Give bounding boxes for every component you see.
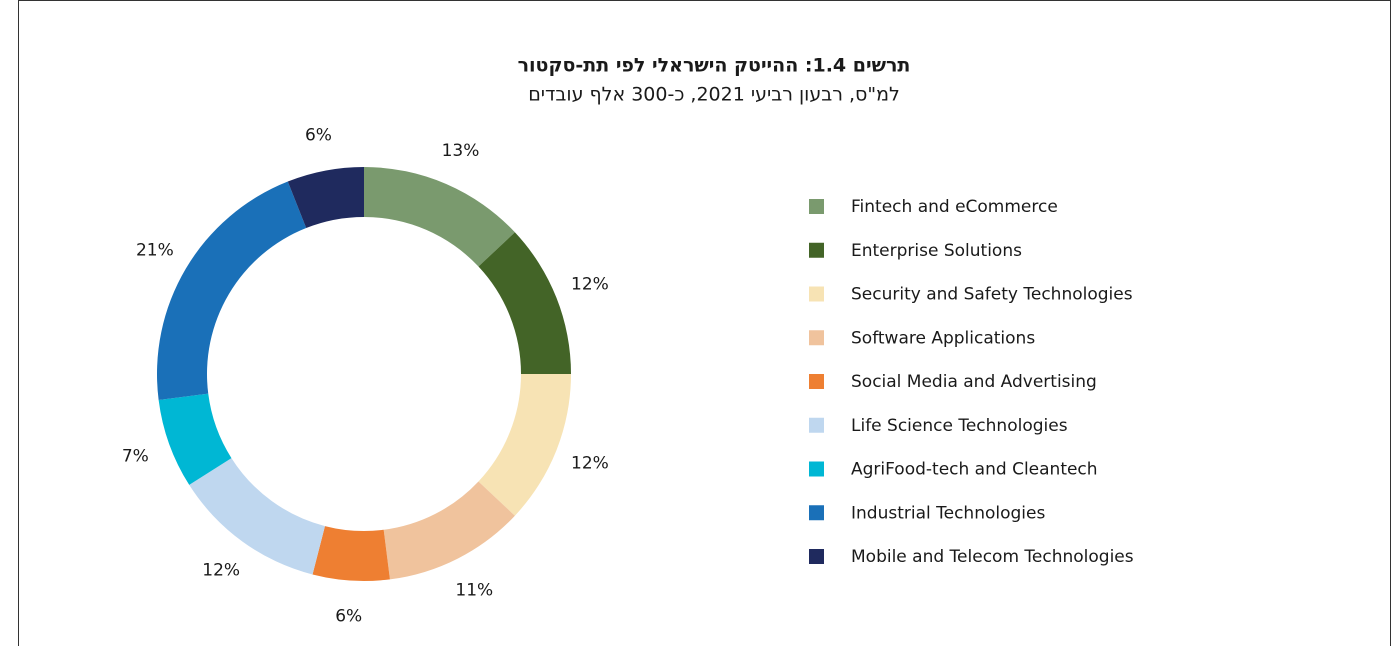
donut-segment — [287, 167, 364, 229]
data-label: 12% — [571, 275, 609, 295]
data-label: 12% — [571, 453, 609, 473]
data-label: 11% — [455, 581, 493, 601]
legend-swatch — [809, 242, 824, 258]
data-label: 12% — [202, 561, 240, 581]
legend-label: Social Media and Advertising — [851, 372, 1097, 392]
legend-swatch — [809, 374, 824, 389]
donut-segment — [157, 181, 307, 400]
data-label: 7% — [122, 446, 149, 466]
legend-swatch — [809, 199, 824, 214]
donut-segment — [189, 458, 325, 575]
chart-title: תרשים 1.4: ההייטק הישראלי לפי תת-סקטור — [518, 55, 911, 77]
legend-label: Software Applications — [851, 328, 1035, 348]
legend-label: Security and Safety Technologies — [851, 285, 1133, 305]
legend-label: Industrial Technologies — [851, 503, 1045, 523]
legend-label: Fintech and eCommerce — [851, 197, 1058, 217]
legend-swatch — [809, 505, 824, 521]
donut-segment — [364, 167, 515, 267]
data-label: 13% — [442, 141, 480, 161]
donut-segment — [158, 393, 232, 485]
data-label: 6% — [305, 125, 332, 145]
donut-segment — [312, 526, 390, 581]
data-label: 6% — [335, 607, 362, 627]
legend-label: Mobile and Telecom Technologies — [851, 547, 1134, 567]
legend-label: Life Science Technologies — [851, 416, 1068, 436]
donut-segment — [478, 232, 571, 374]
chart-subtitle: למ"ס, רבעון רביעי 2021, כ-300 אלף עובדים — [528, 84, 900, 106]
legend-swatch — [809, 461, 824, 477]
legend-swatch — [809, 549, 824, 564]
legend-label: Enterprise Solutions — [851, 241, 1022, 261]
legend-label: AgriFood-tech and Cleantech — [851, 460, 1098, 480]
donut-segment — [383, 481, 515, 580]
legend-swatch — [809, 330, 824, 346]
legend-swatch — [809, 417, 824, 433]
data-label: 21% — [136, 240, 174, 260]
donut-segment — [478, 374, 571, 516]
legend-swatch — [809, 286, 824, 302]
